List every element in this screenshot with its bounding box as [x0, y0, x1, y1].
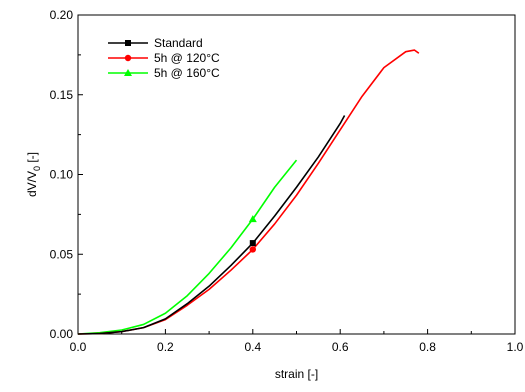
x-tick-label: 0.0 [70, 340, 87, 354]
series-line-triangle [77, 159, 298, 335]
y-tick-label: 0.00 [50, 327, 74, 341]
series-marker-square [249, 240, 256, 247]
plot-area-frame [77, 14, 516, 335]
y-axis-label: dV/V0 [-] [25, 152, 42, 197]
y-tick-label: 0.20 [50, 8, 74, 22]
x-tick-label: 0.6 [332, 340, 349, 354]
x-tick-label: 0.8 [419, 340, 436, 354]
series-line-circle [77, 49, 420, 335]
series-marker-circle [249, 246, 256, 253]
y-axis-ticks: 0.00 0.05 0.10 0.15 0.20 [50, 8, 83, 341]
series-line-square [77, 115, 346, 335]
x-tick-label: 0.4 [244, 340, 261, 354]
x-tick-label: 0.2 [157, 340, 174, 354]
y-tick-label: 0.15 [50, 88, 74, 102]
legend-label: 5h @ 160°C [154, 66, 220, 80]
y-tick-label: 0.10 [50, 168, 74, 182]
legend-label: 5h @ 120°C [154, 51, 220, 65]
series-marker-square [125, 40, 131, 46]
series-marker-circle [124, 54, 132, 62]
series-marker-triangle [248, 215, 257, 223]
series-marker-triangle [124, 69, 132, 76]
y-tick-label: 0.05 [50, 247, 74, 261]
legend-label: Standard [154, 36, 203, 50]
series-layer [77, 49, 420, 335]
x-tick-label: 1.0 [507, 340, 524, 354]
y-axis-label-subscript: 0 [32, 166, 42, 171]
y-axis-label-main: dV/V [25, 171, 39, 197]
x-axis-label: strain [-] [275, 367, 318, 381]
x-axis-ticks: 0.0 0.2 0.4 0.6 0.8 1.0 [70, 329, 524, 354]
y-axis-label-suffix: [-] [25, 152, 39, 166]
